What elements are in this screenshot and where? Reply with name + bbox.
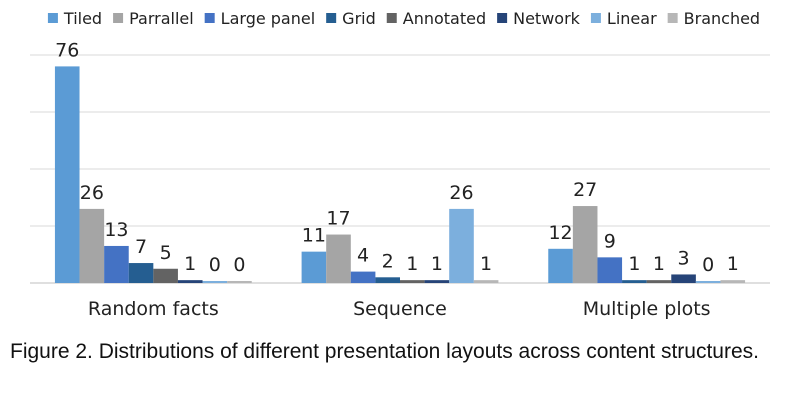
legend-swatch (590, 13, 601, 23)
data-label: 0 (209, 254, 221, 276)
bar (622, 280, 647, 283)
bar (301, 251, 327, 283)
legend-label: Grid (342, 9, 376, 28)
bar (79, 208, 105, 283)
legend-swatch (326, 13, 337, 23)
bar (646, 280, 672, 283)
bar (375, 277, 400, 283)
legend-label: Parrallel (129, 9, 194, 28)
bar (153, 268, 178, 283)
legend-swatch (497, 13, 508, 23)
data-label: 1 (480, 253, 492, 275)
data-label: 7 (135, 236, 147, 258)
data-label: 5 (160, 242, 172, 264)
data-label: 0 (702, 254, 714, 276)
data-label: 1 (431, 253, 443, 275)
bar (548, 248, 573, 283)
legend-label: Linear (607, 9, 657, 28)
chart-legend: Tiled Parrallel Large panel Grid Annotated Ne… (47, 9, 760, 28)
data-label: 1 (628, 253, 640, 275)
bar (695, 281, 721, 283)
legend-label: Tiled (63, 9, 102, 28)
data-label: 26 (80, 182, 104, 204)
bar (597, 257, 623, 283)
bar (326, 234, 351, 283)
bar (54, 66, 80, 284)
legend-label: Network (513, 9, 581, 28)
legend-swatch (204, 13, 215, 23)
bar (104, 245, 129, 283)
data-label: 13 (104, 219, 128, 241)
x-tick-label: Sequence (353, 298, 447, 320)
bar (424, 280, 450, 283)
data-label: 4 (357, 245, 369, 267)
bar (177, 280, 203, 283)
legend-swatch (386, 13, 397, 23)
data-label: 12 (548, 222, 572, 244)
figure-caption: Figure 2. Distributions of different pre… (10, 340, 759, 363)
bar-chart: Tiled Parrallel Large panel Grid Annotated Ne… (30, 9, 770, 320)
data-label: 11 (302, 225, 326, 247)
x-tick-label: Multiple plots (583, 298, 711, 320)
data-label: 1 (406, 253, 418, 275)
bar (128, 263, 154, 283)
legend-label: Branched (684, 9, 760, 28)
bar (449, 208, 474, 283)
data-label: 1 (653, 253, 665, 275)
bar (720, 280, 746, 283)
data-label: 1 (727, 253, 739, 275)
legend-label: Large panel (221, 9, 316, 28)
data-label: 1 (184, 253, 196, 275)
data-label: 17 (326, 208, 350, 230)
legend-swatch (47, 13, 58, 23)
bar-series (54, 66, 746, 284)
bar (473, 280, 499, 283)
x-axis: Random facts Sequence Multiple plots (88, 298, 711, 320)
data-label: 26 (449, 182, 473, 204)
data-label: 27 (573, 179, 597, 201)
bar (572, 206, 598, 283)
data-label: 3 (678, 247, 690, 269)
legend-label: Annotated (403, 9, 486, 28)
x-tick-label: Random facts (88, 298, 219, 320)
bar (202, 281, 228, 283)
legend-swatch (667, 13, 678, 23)
bar (671, 274, 696, 283)
data-label: 76 (55, 39, 79, 61)
data-label: 9 (604, 230, 616, 252)
bar (400, 280, 425, 283)
data-label: 0 (233, 254, 245, 276)
data-label: 2 (382, 250, 394, 272)
legend-swatch (113, 13, 124, 23)
bar (350, 271, 376, 283)
bar (227, 281, 252, 283)
